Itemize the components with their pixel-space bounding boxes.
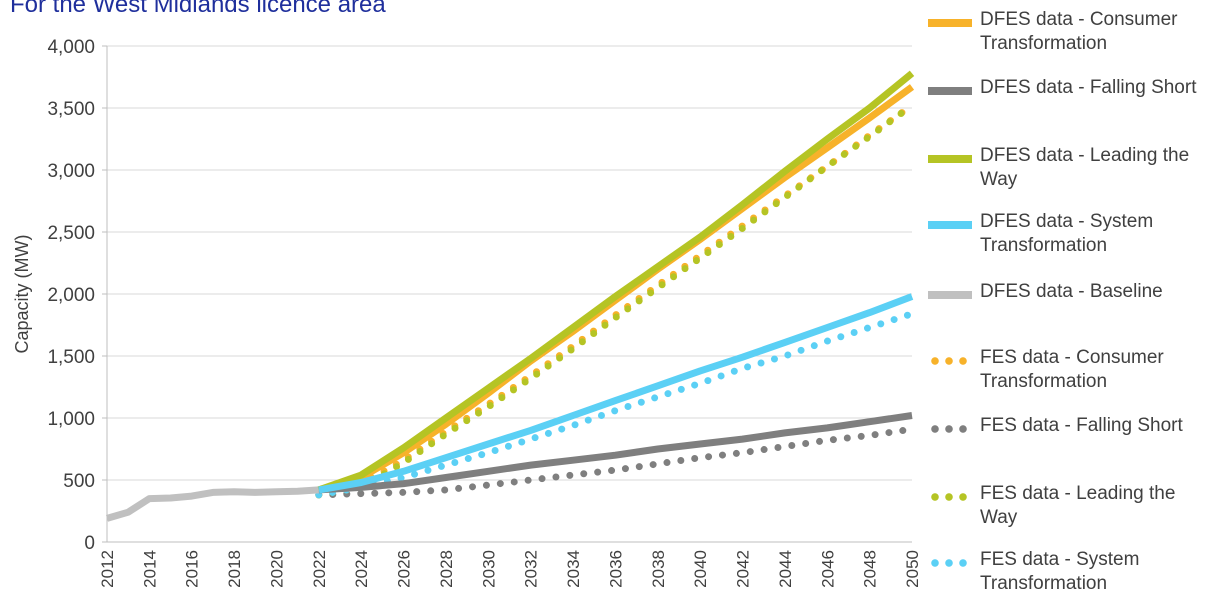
y-tick-label: 500 <box>63 471 95 492</box>
legend-swatch <box>928 559 972 567</box>
x-tick-label: 2026 <box>395 550 414 588</box>
legend-swatch <box>928 357 972 365</box>
axes <box>102 45 912 543</box>
legend-label: DFES data - Baseline <box>980 281 1163 302</box>
legend-label: FES data - System Transformation <box>980 549 1140 594</box>
x-tick-label: 2040 <box>691 550 710 588</box>
grid-lines <box>107 45 912 481</box>
legend-label: FES data - Leading the Way <box>980 483 1176 528</box>
x-tick-label: 2022 <box>310 550 329 588</box>
legend-label: DFES data - System Transformation <box>980 211 1154 256</box>
x-tick-label: 2012 <box>98 550 117 588</box>
series-line-fes-data-falling-short <box>315 425 916 499</box>
x-tick-label: 2034 <box>564 550 583 588</box>
legend-swatch <box>928 291 972 299</box>
series-line-dfes-data-baseline <box>106 486 320 522</box>
y-axis-title: Capacity (MW) <box>12 234 32 353</box>
y-tick-label: 4,000 <box>47 37 95 58</box>
x-tick-label: 2028 <box>437 550 456 588</box>
x-tick-label: 2044 <box>776 550 795 588</box>
legend-label: DFES data - Consumer Transformation <box>980 9 1178 54</box>
y-tick-label: 3,500 <box>47 99 95 120</box>
y-tick-label: 1,000 <box>47 409 95 430</box>
x-tick-label: 2020 <box>267 550 286 588</box>
series-line-dfes-data-system-transformation <box>318 293 914 494</box>
legend-label: FES data - Falling Short <box>980 415 1183 436</box>
x-tick-label: 2048 <box>861 550 880 588</box>
series-line-fes-data-system-transformation <box>315 310 916 499</box>
y-tick-label: 2,000 <box>47 285 95 306</box>
legend-swatch <box>928 221 972 229</box>
legend-swatch <box>928 155 972 163</box>
legend-label: DFES data - Leading the Way <box>980 145 1190 190</box>
legend-swatch <box>928 87 972 95</box>
x-tick-label: 2016 <box>183 550 202 588</box>
x-tick-label: 2018 <box>225 550 244 588</box>
x-tick-label: 2038 <box>649 550 668 588</box>
legend-swatch <box>928 425 972 433</box>
tick-labels: 0 500 1,000 1,500 2,000 2,500 3,000 3,500 4,000 2… <box>12 37 920 588</box>
x-tick-label: 2032 <box>522 550 541 588</box>
legend-label: DFES data - Falling Short <box>980 77 1197 98</box>
legend-label: FES data - Consumer Transformation <box>980 347 1164 392</box>
line-chart: 0 500 1,000 1,500 2,000 2,500 3,000 3,500 4,000 2… <box>12 37 920 588</box>
legend-swatch <box>928 19 972 27</box>
y-tick-label: 3,000 <box>47 161 95 182</box>
x-tick-label: 2036 <box>606 550 625 588</box>
x-tick-label: 2046 <box>818 550 837 588</box>
y-tick-label: 1,500 <box>47 347 95 368</box>
y-tick-label: 0 <box>84 533 95 554</box>
x-tick-label: 2024 <box>352 550 371 588</box>
series-lines <box>106 70 916 522</box>
x-tick-label: 2030 <box>479 550 498 588</box>
chart-title: For the West Midlands licence area <box>10 0 386 18</box>
series-line-fes-data-leading-the-way <box>315 102 916 499</box>
x-tick-label: 2014 <box>140 550 159 588</box>
legend-swatch <box>928 493 972 501</box>
x-tick-label: 2050 <box>903 550 920 588</box>
y-tick-label: 2,500 <box>47 223 95 244</box>
legend: DFES data - Consumer Transformation DFES … <box>928 0 1220 599</box>
x-tick-label: 2042 <box>734 550 753 588</box>
series-line-dfes-data-leading-the-way <box>317 70 915 494</box>
series-line-dfes-data-falling-short <box>318 412 913 494</box>
